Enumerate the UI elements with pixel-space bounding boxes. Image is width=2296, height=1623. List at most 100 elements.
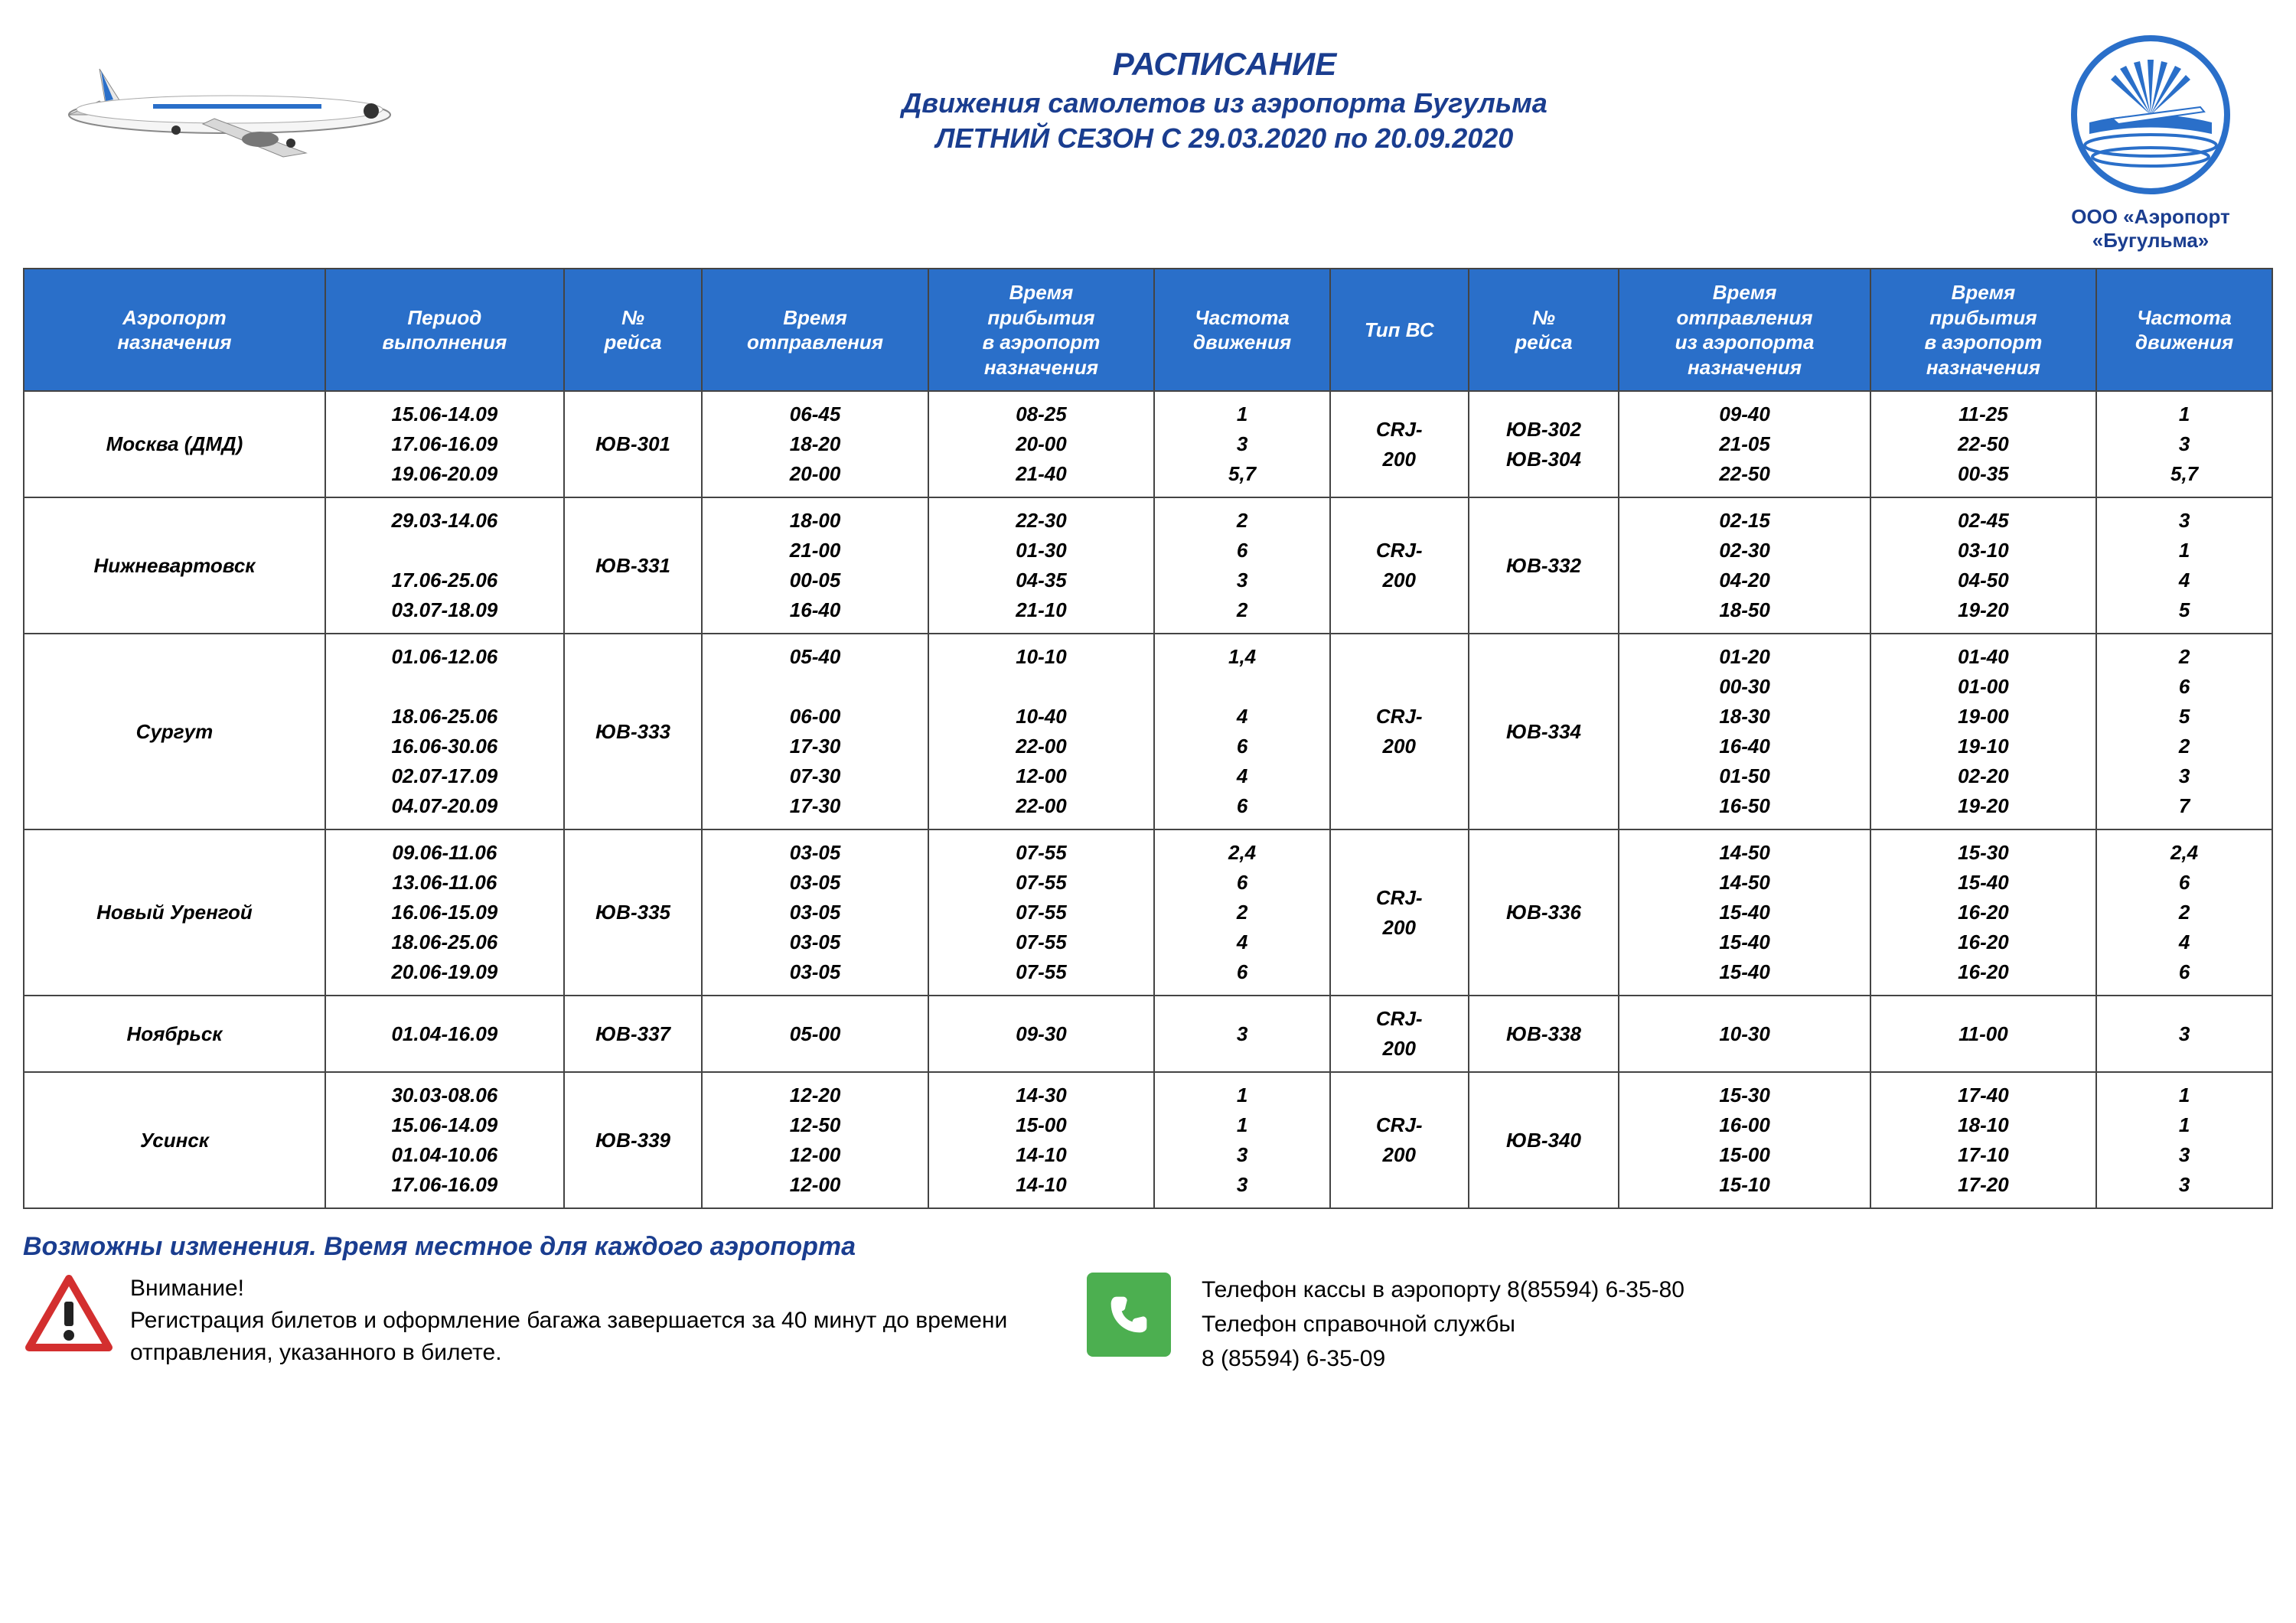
arrival2-cell: 11-25 22-50 00-35 — [1870, 391, 2096, 497]
destination-cell: Ноябрьск — [24, 996, 325, 1072]
period-cell: 09.06-11.06 13.06-11.06 16.06-15.09 18.0… — [325, 829, 564, 996]
column-header: Время отправления из аэропорта назначени… — [1619, 269, 1870, 391]
flight1-cell: ЮВ-335 — [564, 829, 703, 996]
column-header: Частота движения — [1154, 269, 1330, 391]
airport-logo-caption: ООО «Аэропорт «Бугульма» — [2028, 205, 2273, 253]
warning-title: Внимание! — [130, 1273, 1056, 1305]
period-cell: 29.03-14.06 17.06-25.06 03.07-18.09 — [325, 497, 564, 634]
contact-line-1: Телефон кассы в аэропорту 8(85594) 6-35-… — [1202, 1273, 1684, 1307]
frequency2-cell: 1 3 5,7 — [2096, 391, 2272, 497]
aircraft-type-cell: CRJ- 200 — [1330, 391, 1469, 497]
flight2-cell: ЮВ-302 ЮВ-304 — [1469, 391, 1619, 497]
period-cell: 01.06-12.06 18.06-25.06 16.06-30.06 02.0… — [325, 634, 564, 829]
frequency2-cell: 1 1 3 3 — [2096, 1072, 2272, 1208]
table-row: Ноябрьск01.04-16.09ЮВ-33705-0009-303CRJ-… — [24, 996, 2272, 1072]
flight2-cell: ЮВ-340 — [1469, 1072, 1619, 1208]
schedule-season: ЛЕТНИЙ СЕЗОН С 29.03.2020 по 20.09.2020 — [421, 122, 2028, 155]
table-row: Сургут01.06-12.06 18.06-25.06 16.06-30.0… — [24, 634, 2272, 829]
frequency1-cell: 1 3 5,7 — [1154, 391, 1330, 497]
table-row: Новый Уренгой09.06-11.06 13.06-11.06 16.… — [24, 829, 2272, 996]
schedule-table: Аэропорт назначенияПериод выполнения№ ре… — [23, 268, 2273, 1209]
departure2-cell: 02-15 02-30 04-20 18-50 — [1619, 497, 1870, 634]
table-header-row: Аэропорт назначенияПериод выполнения№ ре… — [24, 269, 2272, 391]
flight1-cell: ЮВ-337 — [564, 996, 703, 1072]
column-header: Аэропорт назначения — [24, 269, 325, 391]
frequency2-cell: 3 1 4 5 — [2096, 497, 2272, 634]
flight2-cell: ЮВ-338 — [1469, 996, 1619, 1072]
aircraft-type-cell: CRJ- 200 — [1330, 634, 1469, 829]
flight2-cell: ЮВ-336 — [1469, 829, 1619, 996]
footer-block: Возможны изменения. Время местное для ка… — [23, 1232, 2273, 1376]
column-header: Период выполнения — [325, 269, 564, 391]
flight2-cell: ЮВ-334 — [1469, 634, 1619, 829]
departure1-cell: 12-20 12-50 12-00 12-00 — [702, 1072, 928, 1208]
period-cell: 30.03-08.06 15.06-14.09 01.04-10.06 17.0… — [325, 1072, 564, 1208]
arrival1-cell: 08-25 20-00 21-40 — [928, 391, 1154, 497]
destination-cell: Новый Уренгой — [24, 829, 325, 996]
arrival2-cell: 01-40 01-00 19-00 19-10 02-20 19-20 — [1870, 634, 2096, 829]
warning-icon — [23, 1273, 115, 1357]
table-row: Нижневартовск29.03-14.06 17.06-25.06 03.… — [24, 497, 2272, 634]
destination-cell: Москва (ДМД) — [24, 391, 325, 497]
frequency1-cell: 3 — [1154, 996, 1330, 1072]
title-block: РАСПИСАНИЕ Движения самолетов из аэропор… — [421, 31, 2028, 155]
airport-logo-icon — [2066, 31, 2235, 199]
column-header: Время прибытия в аэропорт назначения — [928, 269, 1154, 391]
arrival1-cell: 07-55 07-55 07-55 07-55 07-55 — [928, 829, 1154, 996]
column-header: Время отправления — [702, 269, 928, 391]
aircraft-type-cell: CRJ- 200 — [1330, 996, 1469, 1072]
frequency2-cell: 2 6 5 2 3 7 — [2096, 634, 2272, 829]
arrival2-cell: 02-45 03-10 04-50 19-20 — [1870, 497, 2096, 634]
airport-logo-block: ООО «Аэропорт «Бугульма» — [2028, 31, 2273, 253]
column-header: Время прибытия в аэропорт назначения — [1870, 269, 2096, 391]
frequency1-cell: 1,4 4 6 4 6 — [1154, 634, 1330, 829]
table-row: Москва (ДМД)15.06-14.09 17.06-16.09 19.0… — [24, 391, 2272, 497]
frequency2-cell: 3 — [2096, 996, 2272, 1072]
departure2-cell: 01-20 00-30 18-30 16-40 01-50 16-50 — [1619, 634, 1870, 829]
arrival1-cell: 14-30 15-00 14-10 14-10 — [928, 1072, 1154, 1208]
flight1-cell: ЮВ-301 — [564, 391, 703, 497]
departure2-cell: 14-50 14-50 15-40 15-40 15-40 — [1619, 829, 1870, 996]
departure1-cell: 18-00 21-00 00-05 16-40 — [702, 497, 928, 634]
departure2-cell: 09-40 21-05 22-50 — [1619, 391, 1870, 497]
table-row: Усинск30.03-08.06 15.06-14.09 01.04-10.0… — [24, 1072, 2272, 1208]
aircraft-type-cell: CRJ- 200 — [1330, 497, 1469, 634]
flight1-cell: ЮВ-331 — [564, 497, 703, 634]
frequency1-cell: 2,4 6 2 4 6 — [1154, 829, 1330, 996]
arrival2-cell: 11-00 — [1870, 996, 2096, 1072]
destination-cell: Нижневартовск — [24, 497, 325, 634]
frequency1-cell: 1 1 3 3 — [1154, 1072, 1330, 1208]
frequency1-cell: 2 6 3 2 — [1154, 497, 1330, 634]
arrival2-cell: 17-40 18-10 17-10 17-20 — [1870, 1072, 2096, 1208]
period-cell: 15.06-14.09 17.06-16.09 19.06-20.09 — [325, 391, 564, 497]
column-header: Частота движения — [2096, 269, 2272, 391]
frequency2-cell: 2,4 6 2 4 6 — [2096, 829, 2272, 996]
aircraft-type-cell: CRJ- 200 — [1330, 1072, 1469, 1208]
departure1-cell: 05-00 — [702, 996, 928, 1072]
departure1-cell: 03-05 03-05 03-05 03-05 03-05 — [702, 829, 928, 996]
period-cell: 01.04-16.09 — [325, 996, 564, 1072]
phone-icon — [1087, 1273, 1171, 1357]
warning-block: Внимание! Регистрация билетов и оформлен… — [23, 1273, 1056, 1369]
departure2-cell: 15-30 16-00 15-00 15-10 — [1619, 1072, 1870, 1208]
departure1-cell: 06-45 18-20 20-00 — [702, 391, 928, 497]
column-header: № рейса — [564, 269, 703, 391]
schedule-title: РАСПИСАНИЕ — [421, 46, 2028, 83]
arrival1-cell: 22-30 01-30 04-35 21-10 — [928, 497, 1154, 634]
column-header: Тип ВС — [1330, 269, 1469, 391]
changes-note: Возможны изменения. Время местное для ка… — [23, 1232, 2273, 1262]
contact-line-3: 8 (85594) 6-35-09 — [1202, 1341, 1684, 1376]
arrival1-cell: 10-10 10-40 22-00 12-00 22-00 — [928, 634, 1154, 829]
destination-cell: Усинск — [24, 1072, 325, 1208]
flight1-cell: ЮВ-333 — [564, 634, 703, 829]
warning-body: Регистрация билетов и оформление багажа … — [130, 1305, 1056, 1369]
arrival2-cell: 15-30 15-40 16-20 16-20 16-20 — [1870, 829, 2096, 996]
departure1-cell: 05-40 06-00 17-30 07-30 17-30 — [702, 634, 928, 829]
flight2-cell: ЮВ-332 — [1469, 497, 1619, 634]
column-header: № рейса — [1469, 269, 1619, 391]
contact-line-2: Телефон справочной службы — [1202, 1307, 1684, 1341]
flight1-cell: ЮВ-339 — [564, 1072, 703, 1208]
page-header: РАСПИСАНИЕ Движения самолетов из аэропор… — [23, 31, 2273, 253]
arrival1-cell: 09-30 — [928, 996, 1154, 1072]
warning-text: Внимание! Регистрация билетов и оформлен… — [130, 1273, 1056, 1369]
